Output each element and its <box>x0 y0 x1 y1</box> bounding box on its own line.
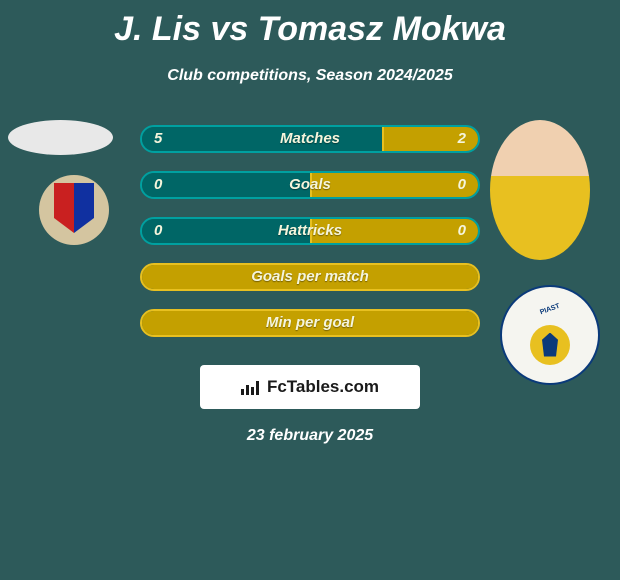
player1-photo <box>8 120 113 155</box>
player2-photo <box>490 120 590 260</box>
stats-container: 52Matches 00Goals 00Hattricks Goals per mat… <box>140 125 480 337</box>
brand-text: FcTables.com <box>267 377 379 397</box>
page-subtitle: Club competitions, Season 2024/2025 <box>0 67 620 85</box>
brand-box: FcTables.com <box>200 365 420 409</box>
eagle-icon <box>530 325 570 365</box>
stat-label: Hattricks <box>142 219 478 243</box>
stat-row: Min per goal <box>140 309 480 337</box>
crest-label: PIAST <box>530 299 570 319</box>
shield-icon <box>54 183 94 233</box>
stat-label: Goals per match <box>142 265 478 289</box>
stat-label: Matches <box>142 127 478 151</box>
stat-label: Min per goal <box>142 311 478 335</box>
stat-row: 52Matches <box>140 125 480 153</box>
chart-icon <box>241 379 261 395</box>
player2-club-crest: PIAST <box>500 285 600 385</box>
stat-row: 00Hattricks <box>140 217 480 245</box>
player1-club-crest <box>39 175 109 245</box>
page-title: J. Lis vs Tomasz Mokwa <box>0 0 620 49</box>
stat-row: 00Goals <box>140 171 480 199</box>
date-text: 23 february 2025 <box>0 427 620 445</box>
stat-label: Goals <box>142 173 478 197</box>
stat-row: Goals per match <box>140 263 480 291</box>
